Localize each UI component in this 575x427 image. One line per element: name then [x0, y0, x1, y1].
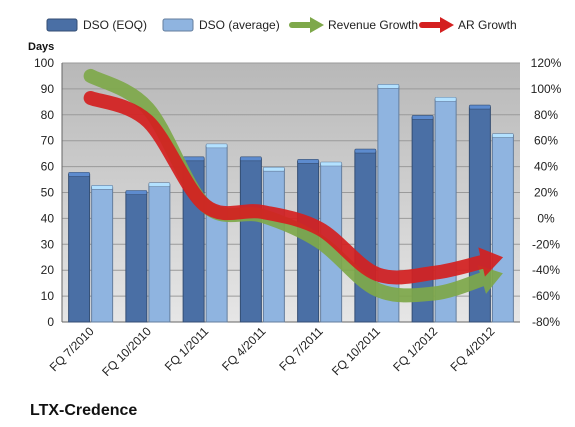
y-tick-label: 90 — [41, 82, 55, 96]
x-tick-label: FQ 10/2011 — [329, 324, 383, 378]
x-tick-label: FQ 7/2010 — [47, 324, 97, 374]
x-axis-ticks: FQ 7/2010 FQ 10/2010 FQ 1/2011 FQ 4/2011 FQ … — [47, 324, 498, 379]
y-axis-label: Days — [28, 41, 54, 53]
y2-axis-ticks: -80% -60% -40% -20% 0% 20% 40% 60% 80% 100% 120% — [531, 56, 562, 329]
bar — [125, 190, 148, 323]
x-tick-label: FQ 7/2011 — [276, 324, 326, 374]
y-tick-label: 0 — [47, 315, 54, 329]
y2-tick-label: 120% — [531, 56, 562, 70]
y-tick-label: 80 — [41, 108, 55, 122]
x-tick-label: FQ 10/2010 — [99, 324, 154, 379]
x-tick-label: FQ 4/2011 — [219, 324, 269, 374]
bar — [377, 84, 400, 323]
bar — [239, 156, 262, 323]
y2-tick-label: 80% — [534, 108, 558, 122]
legend-label: Revenue Growth — [328, 18, 418, 32]
chart-title: LTX-Credence — [30, 402, 137, 419]
x-tick-label: FQ 1/2012 — [390, 324, 440, 374]
y2-tick-label: -60% — [532, 289, 560, 303]
y-tick-label: 30 — [41, 237, 55, 251]
x-tick-label: FQ 1/2011 — [162, 324, 212, 374]
legend-label: AR Growth — [458, 18, 517, 32]
y-tick-label: 60 — [41, 160, 55, 174]
bar — [91, 185, 114, 323]
y2-tick-label: 40% — [534, 160, 558, 174]
y2-tick-label: 0% — [537, 211, 555, 225]
legend-item: Revenue Growth — [289, 17, 418, 33]
y-tick-label: 10 — [41, 289, 55, 303]
y2-tick-label: 100% — [531, 82, 562, 96]
y-tick-label: 50 — [41, 186, 55, 200]
y-tick-label: 70 — [41, 134, 55, 148]
growth-arrow — [83, 90, 504, 285]
y2-tick-label: 60% — [534, 134, 558, 148]
legend-item: DSO (average) — [162, 18, 280, 32]
bar — [491, 133, 514, 323]
bar — [148, 182, 171, 323]
y-tick-label: 100 — [34, 56, 54, 70]
bar — [262, 166, 285, 323]
y2-tick-label: -20% — [532, 237, 560, 251]
legend-item: AR Growth — [419, 17, 517, 33]
bar — [205, 143, 228, 323]
legend-label: DSO (EOQ) — [83, 18, 147, 32]
y-tick-label: 20 — [41, 263, 55, 277]
bar — [68, 172, 91, 323]
legend-item: DSO (EOQ) — [46, 18, 147, 32]
y2-tick-label: -80% — [532, 315, 560, 329]
y2-tick-label: 20% — [534, 186, 558, 200]
y-axis-ticks: 0 10 20 30 40 50 60 70 80 90 100 — [34, 56, 54, 329]
legend: DSO (EOQ) DSO (average) Revenue Growth AR G… — [46, 17, 517, 33]
legend-label: DSO (average) — [199, 18, 280, 32]
bar — [354, 148, 377, 323]
x-tick-label: FQ 4/2012 — [448, 324, 498, 374]
growth-arrows — [83, 68, 504, 303]
y2-tick-label: -40% — [532, 263, 560, 277]
y-tick-label: 40 — [41, 211, 55, 225]
